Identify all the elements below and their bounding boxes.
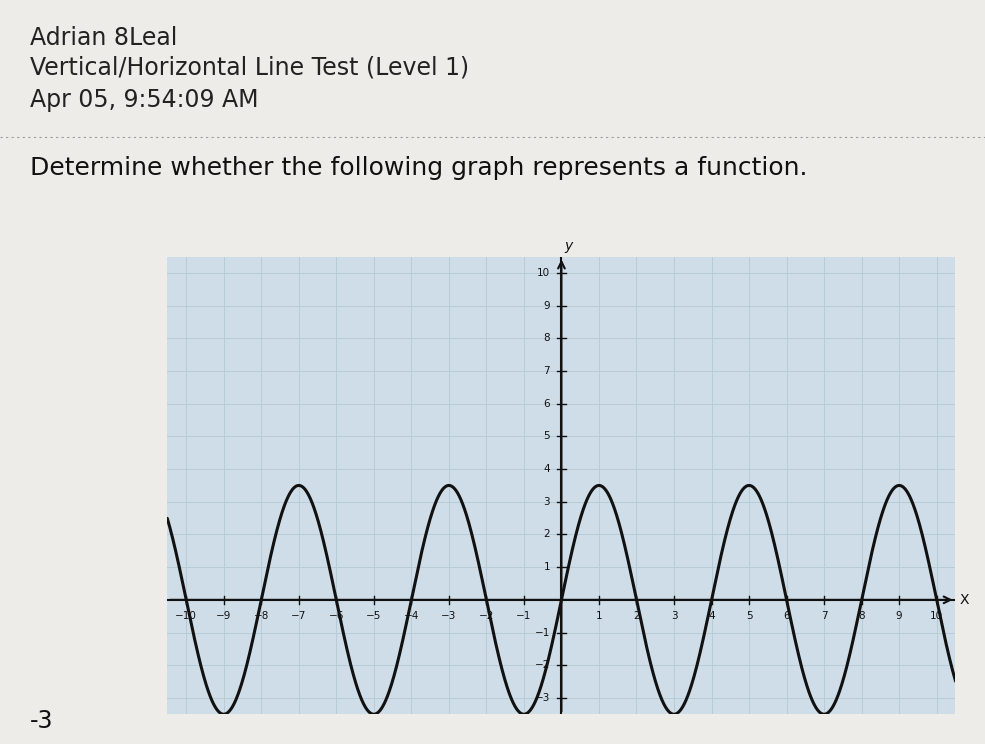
Text: 2: 2	[633, 612, 640, 621]
Text: −5: −5	[366, 612, 381, 621]
Text: -3: -3	[30, 709, 53, 733]
Text: −2: −2	[479, 612, 494, 621]
Text: 9: 9	[544, 301, 551, 311]
Text: 3: 3	[671, 612, 678, 621]
Text: −1: −1	[535, 627, 551, 638]
Text: 2: 2	[544, 530, 551, 539]
Text: 6: 6	[544, 399, 551, 408]
Text: −1: −1	[516, 612, 532, 621]
Text: −9: −9	[216, 612, 231, 621]
Text: −4: −4	[404, 612, 419, 621]
Text: y: y	[564, 240, 572, 254]
Text: 1: 1	[596, 612, 602, 621]
Text: 9: 9	[895, 612, 902, 621]
Text: −2: −2	[535, 660, 551, 670]
Text: 8: 8	[544, 333, 551, 344]
Text: −7: −7	[292, 612, 306, 621]
Text: −3: −3	[535, 693, 551, 703]
Text: 7: 7	[821, 612, 827, 621]
Text: −8: −8	[253, 612, 269, 621]
Text: 10: 10	[930, 612, 944, 621]
Text: 8: 8	[858, 612, 865, 621]
Text: −6: −6	[329, 612, 344, 621]
Text: 4: 4	[708, 612, 715, 621]
Text: 4: 4	[544, 464, 551, 474]
Text: Adrian 8Leal: Adrian 8Leal	[30, 26, 177, 50]
Text: 10: 10	[537, 268, 551, 278]
Text: 1: 1	[544, 562, 551, 572]
Text: Determine whether the following graph represents a function.: Determine whether the following graph re…	[30, 156, 807, 180]
Text: 5: 5	[544, 432, 551, 441]
Text: Apr 05, 9:54:09 AM: Apr 05, 9:54:09 AM	[30, 88, 258, 112]
Text: −10: −10	[175, 612, 197, 621]
Text: 6: 6	[783, 612, 790, 621]
Text: −3: −3	[441, 612, 457, 621]
Text: 3: 3	[544, 497, 551, 507]
Text: X: X	[959, 593, 968, 607]
Text: Vertical/Horizontal Line Test (Level 1): Vertical/Horizontal Line Test (Level 1)	[30, 56, 469, 80]
Text: 7: 7	[544, 366, 551, 376]
Text: 5: 5	[746, 612, 753, 621]
